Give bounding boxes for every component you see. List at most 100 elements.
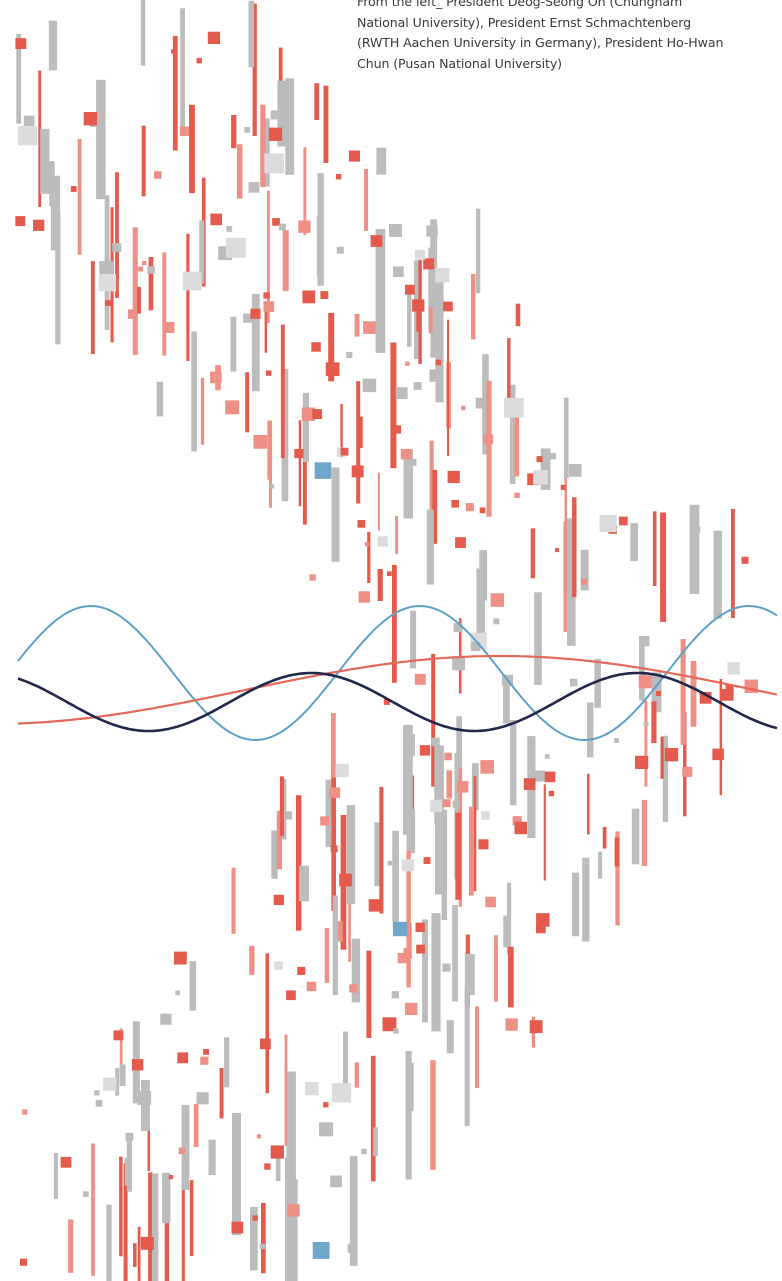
square-mark-265 bbox=[699, 691, 712, 704]
vertical-bar-5 bbox=[298, 420, 302, 507]
vertical-bar-148 bbox=[430, 219, 438, 358]
vertical-bar-21 bbox=[430, 1060, 436, 1170]
square-mark-436 bbox=[405, 361, 410, 366]
vertical-bar-71 bbox=[267, 190, 270, 323]
square-mark-364 bbox=[483, 434, 494, 445]
square-mark-241 bbox=[618, 516, 628, 526]
square-mark-419 bbox=[377, 536, 388, 547]
vertical-bar-10 bbox=[572, 497, 577, 598]
vertical-bar-49 bbox=[323, 85, 329, 163]
vertical-bar-235 bbox=[231, 115, 237, 149]
square-mark-245 bbox=[452, 800, 460, 808]
square-mark-412 bbox=[319, 1122, 334, 1137]
vertical-bar-4 bbox=[662, 735, 669, 822]
vertical-bar-123 bbox=[375, 229, 386, 353]
vertical-bar-183 bbox=[458, 618, 462, 694]
square-mark-320 bbox=[544, 754, 550, 759]
vertical-bar-215 bbox=[162, 252, 167, 356]
vertical-bar-209 bbox=[277, 80, 286, 147]
square-mark-349 bbox=[444, 752, 452, 761]
vertical-bar-26 bbox=[119, 1028, 123, 1070]
vertical-bar-7 bbox=[580, 549, 589, 591]
vertical-bar-39 bbox=[358, 416, 363, 448]
vertical-bar-80 bbox=[123, 1163, 128, 1281]
square-mark-292 bbox=[60, 1156, 72, 1168]
square-mark-405 bbox=[335, 763, 349, 778]
vertical-bar-54 bbox=[506, 882, 512, 955]
square-mark-395 bbox=[400, 449, 412, 460]
vertical-bar-70 bbox=[354, 1062, 359, 1088]
vertical-bar-55 bbox=[563, 521, 567, 632]
square-mark-341 bbox=[426, 225, 438, 237]
square-mark-240 bbox=[451, 500, 459, 508]
square-mark-242 bbox=[568, 464, 582, 477]
vertical-bar-138 bbox=[660, 736, 664, 779]
square-mark-275 bbox=[173, 951, 187, 965]
square-mark-424 bbox=[307, 292, 312, 298]
vertical-bar-159 bbox=[515, 303, 521, 327]
vertical-bar-189 bbox=[189, 961, 197, 1011]
caption-line-2: National University), President Ernst Sc… bbox=[357, 14, 692, 30]
square-mark-421 bbox=[329, 787, 341, 799]
vertical-bar-60 bbox=[265, 953, 269, 1094]
square-mark-416 bbox=[177, 1052, 189, 1064]
square-mark-353 bbox=[210, 213, 222, 226]
square-mark-350 bbox=[415, 249, 426, 260]
square-mark-401 bbox=[393, 266, 404, 277]
square-mark-385 bbox=[346, 351, 353, 359]
square-mark-403 bbox=[339, 873, 352, 887]
square-mark-237 bbox=[442, 799, 451, 808]
vertical-bar-58 bbox=[351, 938, 361, 1003]
square-mark-340 bbox=[243, 313, 253, 323]
vertical-bar-77 bbox=[471, 273, 476, 340]
square-mark-360 bbox=[274, 961, 283, 970]
vertical-bar-90 bbox=[325, 779, 334, 848]
vertical-bar-62 bbox=[683, 711, 687, 817]
square-mark-410 bbox=[196, 1092, 209, 1105]
vertical-bar-198 bbox=[651, 701, 657, 744]
vertical-bar-8 bbox=[567, 518, 576, 646]
vertical-bar-152 bbox=[91, 1143, 95, 1276]
vertical-bar-75 bbox=[303, 147, 307, 235]
vertical-bar-228 bbox=[564, 397, 569, 479]
vertical-bar-33 bbox=[652, 511, 657, 586]
red-wave-line bbox=[17, 654, 778, 725]
square-mark-266 bbox=[392, 921, 408, 937]
vertical-bar-103 bbox=[133, 1243, 137, 1267]
square-mark-311 bbox=[527, 473, 539, 486]
vertical-bar-220 bbox=[405, 1051, 412, 1180]
vertical-bar-78 bbox=[156, 381, 164, 417]
square-mark-433 bbox=[727, 662, 740, 675]
square-mark-429 bbox=[395, 387, 408, 400]
square-mark-300 bbox=[405, 1002, 418, 1015]
square-mark-407 bbox=[514, 821, 527, 835]
square-mark-293 bbox=[523, 778, 536, 790]
square-mark-336 bbox=[113, 1030, 124, 1041]
vertical-bar-216 bbox=[410, 610, 417, 669]
vertical-bar-59 bbox=[366, 950, 372, 1038]
vertical-bar-169 bbox=[354, 313, 360, 337]
vertical-bar-234 bbox=[346, 805, 356, 904]
square-mark-268 bbox=[721, 689, 734, 701]
vertical-bar-211 bbox=[285, 1157, 292, 1281]
square-mark-389 bbox=[481, 811, 490, 820]
vertical-bar-166 bbox=[530, 528, 536, 579]
vertical-bar-37 bbox=[598, 851, 603, 879]
square-mark-351 bbox=[253, 435, 268, 449]
vertical-bar-157 bbox=[275, 1147, 281, 1181]
square-mark-264 bbox=[99, 261, 114, 275]
square-mark-425 bbox=[273, 894, 284, 906]
vertical-bar-12 bbox=[38, 70, 42, 207]
vertical-bar-68 bbox=[50, 175, 61, 251]
vertical-bar-221 bbox=[249, 945, 255, 975]
square-mark-354 bbox=[363, 321, 376, 334]
vertical-bar-2 bbox=[236, 144, 243, 199]
square-mark-260 bbox=[533, 770, 545, 782]
square-mark-247 bbox=[175, 990, 180, 996]
square-mark-295 bbox=[475, 397, 487, 409]
square-mark-344 bbox=[279, 223, 286, 231]
vertical-bar-196 bbox=[390, 342, 397, 469]
square-mark-261 bbox=[490, 593, 505, 607]
square-mark-437 bbox=[514, 492, 520, 499]
square-mark-304 bbox=[364, 542, 370, 547]
